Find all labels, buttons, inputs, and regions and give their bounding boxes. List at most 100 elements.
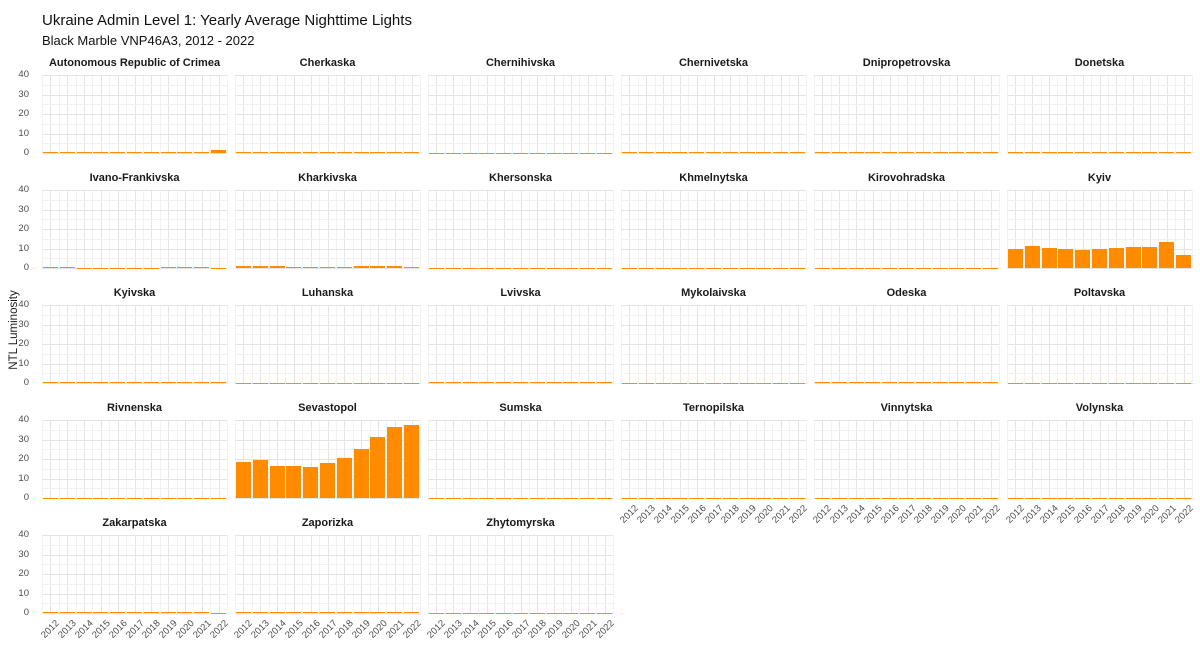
facet-panel <box>428 532 614 615</box>
gridline-horizontal-minor <box>1007 123 1192 125</box>
gridline-horizontal-major <box>428 554 613 556</box>
gridline-vertical-minor <box>1192 420 1193 498</box>
bar <box>1108 248 1124 268</box>
gridline-horizontal-major <box>1007 439 1192 441</box>
facet-panel <box>428 72 614 155</box>
gridline-horizontal-minor <box>42 583 227 585</box>
bar <box>303 152 319 153</box>
facet-title: Lvivska <box>500 287 541 299</box>
bar <box>814 151 830 153</box>
facet-title: Dnipropetrovska <box>862 57 951 69</box>
gridline-horizontal-minor <box>42 199 227 201</box>
y-tick-label: 40 <box>18 184 29 195</box>
bar <box>110 382 126 383</box>
facet-panel <box>1007 302 1193 385</box>
gridline-horizontal-major <box>235 593 420 595</box>
gridline-horizontal-major <box>235 248 420 250</box>
bar <box>286 152 302 153</box>
bar <box>1024 245 1040 268</box>
gridline-vertical-minor <box>613 420 614 498</box>
gridline-horizontal-minor <box>621 84 806 86</box>
gridline-horizontal-major <box>42 383 227 384</box>
gridline-horizontal-minor <box>621 238 806 240</box>
gridline-horizontal-minor <box>814 219 999 221</box>
bar <box>899 152 914 153</box>
bar <box>235 266 251 268</box>
facet-cell: Rivnenska <box>42 401 228 500</box>
facet-title: Ternopilska <box>683 402 744 414</box>
bar <box>269 612 285 613</box>
bar <box>160 267 176 268</box>
y-axis-tick-column: 0 10 20 30 40 <box>2 401 34 503</box>
facet-cell: Chernihivska <box>428 56 614 155</box>
y-axis-tick-column: 0 10 20 30 40 <box>2 516 34 618</box>
facet-cell: Poltavska <box>1007 286 1193 385</box>
gridline-horizontal-minor <box>428 314 613 316</box>
y-tick-label: 40 <box>18 299 29 310</box>
gridline-horizontal-major <box>621 478 806 480</box>
gridline-horizontal-major <box>1007 209 1192 211</box>
bar <box>42 267 58 268</box>
gridline-horizontal-major <box>235 209 420 211</box>
facet-panel <box>621 302 807 385</box>
facet-title: Sevastopol <box>298 402 357 414</box>
bar <box>689 152 705 153</box>
gridline-horizontal-major <box>42 420 227 421</box>
gridline-horizontal-major <box>621 439 806 441</box>
bar <box>882 382 898 383</box>
facet-cell-empty <box>814 516 999 615</box>
gridline-horizontal-minor <box>814 258 999 260</box>
gridline-horizontal-major <box>621 190 806 191</box>
page-title: Ukraine Admin Level 1: Yearly Average Ni… <box>42 12 412 29</box>
gridline-vertical-minor <box>420 75 421 153</box>
y-tick-label: 40 <box>18 414 29 425</box>
facet-panel <box>42 187 228 270</box>
facet-cell: Odeska <box>814 286 1000 385</box>
gridline-horizontal-major <box>428 75 613 76</box>
facet-panel <box>1007 72 1193 155</box>
gridline-horizontal-minor <box>428 143 613 145</box>
bar <box>655 152 671 153</box>
gridline-horizontal-minor <box>428 334 613 336</box>
gridline-vertical-minor <box>227 75 228 153</box>
gridline-horizontal-major <box>814 94 999 96</box>
gridline-vertical-minor <box>420 190 421 268</box>
gridline-horizontal-major <box>814 153 999 154</box>
bar <box>93 382 109 383</box>
gridline-horizontal-major <box>1007 229 1192 230</box>
gridline-horizontal-major <box>1007 305 1192 306</box>
gridline-horizontal-major <box>42 344 227 345</box>
bar <box>387 612 403 613</box>
gridline-vertical-minor <box>420 420 421 498</box>
bar <box>672 152 688 153</box>
gridline-horizontal-major <box>42 324 227 326</box>
bar <box>59 612 75 613</box>
bar <box>1075 249 1091 268</box>
gridline-horizontal-minor <box>42 143 227 145</box>
gridline-horizontal-minor <box>621 258 806 260</box>
gridline-vertical-minor <box>999 190 1000 268</box>
gridline-horizontal-minor <box>235 544 420 546</box>
bar <box>76 612 92 613</box>
gridline-horizontal-major <box>1007 153 1192 154</box>
gridline-horizontal-minor <box>42 449 227 451</box>
gridline-horizontal-minor <box>42 123 227 125</box>
gridline-horizontal-minor <box>235 314 420 316</box>
bar <box>773 151 789 153</box>
y-tick-label: 30 <box>18 318 29 330</box>
gridline-horizontal-major <box>814 229 999 230</box>
gridline-horizontal-minor <box>1007 104 1192 106</box>
gridline-horizontal-major <box>621 75 806 76</box>
bar <box>336 612 352 613</box>
bar <box>756 152 772 153</box>
bar <box>1007 248 1023 268</box>
gridline-horizontal-major <box>814 114 999 115</box>
bar <box>831 382 847 383</box>
bar <box>1007 151 1023 153</box>
title-block: Ukraine Admin Level 1: Yearly Average Ni… <box>0 0 1200 50</box>
facet-cell: Mykolaivska <box>621 286 807 385</box>
facet-panel <box>235 72 421 155</box>
facet-panel <box>1007 187 1193 270</box>
gridline-horizontal-minor <box>1007 353 1192 355</box>
